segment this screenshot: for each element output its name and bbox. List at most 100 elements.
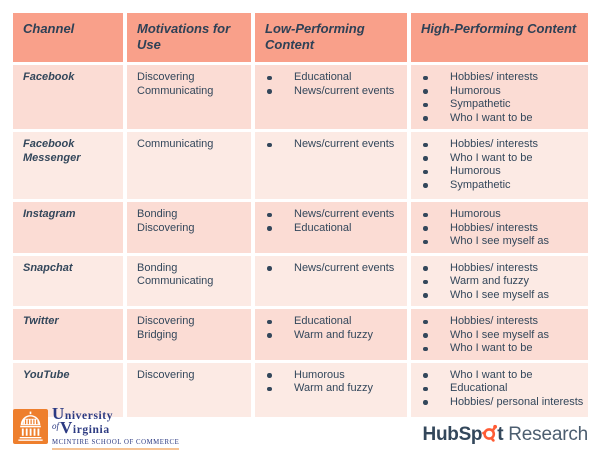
bullet-item: Who I want to be [421, 342, 584, 356]
channel-cell: Instagram [13, 202, 123, 253]
channel-cell: Facebook Messenger [13, 132, 123, 199]
bullet-text: News/current events [294, 84, 395, 97]
table-row: Facebook Discovering Communicating Educat… [13, 65, 588, 129]
low-performing-cell: News/current events [255, 132, 407, 199]
bullet-item: Hobbies/ interests [421, 71, 584, 85]
bullet-item: News/current events [265, 208, 403, 222]
motivations-cell: Discovering [127, 362, 251, 417]
bullet-text: News/current events [294, 208, 395, 220]
table-body: Facebook Discovering Communicating Educat… [13, 65, 588, 417]
uva-of-text: of [52, 421, 60, 431]
bullet-item: Hobbies/ interests [421, 222, 584, 236]
bullet-text: Who I want to be [450, 151, 533, 164]
bullet-dot-icon [423, 75, 428, 80]
bullet-dot-icon [267, 212, 272, 217]
bullet-dot-icon [423, 102, 428, 107]
hubspot-wordmark-left: HubSp [422, 423, 483, 445]
bullet-text: Humorous [450, 84, 501, 97]
bullet-dot-icon [423, 293, 428, 298]
table-row: Twitter Discovering Bridging Educational W… [13, 309, 588, 360]
channel-cell: Snapchat [13, 255, 123, 306]
motivation-line: Discovering [137, 368, 195, 381]
bullet-dot-icon [423, 400, 428, 405]
channel-cell: Twitter [13, 309, 123, 360]
bullet-item: Hobbies/ interests [421, 138, 584, 152]
bullet-dot-icon [423, 212, 428, 217]
header-low-performing: Low-Performing Content [255, 13, 407, 62]
bullet-dot-icon [267, 386, 272, 391]
bullet-text: Hobbies/ interests [450, 261, 539, 274]
bullet-item: Sympathetic [421, 179, 584, 193]
bullet-text: Who I want to be [450, 368, 533, 381]
table-row: Snapchat Bonding Communicating News/curre… [13, 255, 588, 306]
motivation-line: Communicating [137, 138, 214, 150]
bullet-text: News/current events [294, 138, 395, 150]
bullet-item: Who I want to be [421, 152, 584, 166]
uva-rotunda-icon [13, 409, 48, 444]
bullet-dot-icon [423, 183, 428, 188]
uva-university-text: University [52, 404, 114, 423]
bullet-item: Who I see myself as [421, 329, 584, 343]
bullet-dot-icon [267, 89, 272, 94]
bullet-text: Hobbies/ interests [450, 315, 539, 327]
bullet-dot-icon [423, 266, 428, 271]
bullet-item: Humorous [421, 85, 584, 99]
bullet-item: Educational [265, 315, 403, 329]
bullet-dot-icon [267, 142, 272, 147]
bullet-text: Warm and fuzzy [294, 382, 374, 394]
bullet-item: Warm and fuzzy [265, 382, 403, 396]
motivations-cell: Discovering Bridging [127, 309, 251, 360]
low-performing-cell: Humorous Warm and fuzzy [255, 362, 407, 417]
high-performing-cell: Hobbies/ interests Who I see myself as Who… [411, 309, 588, 360]
bullet-text: News/current events [294, 261, 395, 274]
high-performing-cell: Who I want to be Educational Hobbies/ pers… [411, 362, 588, 417]
uva-logo: University of Virginia McIntire School o… [13, 404, 180, 450]
bullet-text: Humorous [450, 208, 501, 220]
bullet-dot-icon [267, 319, 272, 324]
header-channel: Channel [13, 13, 123, 62]
motivation-line: Discovering [137, 315, 195, 327]
bullet-dot-icon [267, 266, 272, 271]
bullet-dot-icon [267, 75, 272, 80]
bullet-item: Who I want to be [421, 112, 584, 126]
bullet-text: Hobbies/ personal interests [450, 395, 584, 408]
bullet-text: Warm and fuzzy [450, 275, 530, 287]
low-performing-cell: Educational Warm and fuzzy [255, 309, 407, 360]
motivations-cell: Communicating [127, 132, 251, 199]
header-high-performing: High-Performing Content [411, 13, 588, 62]
bullet-dot-icon [423, 239, 428, 244]
low-performing-cell: News/current events [255, 255, 407, 306]
motivation-line: Discovering [137, 221, 195, 234]
footer: University of Virginia McIntire School o… [13, 404, 588, 454]
bullet-text: Hobbies/ interests [450, 138, 539, 150]
high-performing-cell: Hobbies/ interests Humorous Sympathetic Who… [411, 65, 588, 129]
hubspot-research-text: Research [508, 423, 588, 445]
bullet-dot-icon [423, 226, 428, 231]
bullet-item: Humorous [265, 369, 403, 383]
bullet-item: Warm and fuzzy [421, 275, 584, 289]
bullet-text: Hobbies/ interests [450, 71, 539, 83]
bullet-item: Educational [265, 222, 403, 236]
bullet-dot-icon [423, 116, 428, 121]
bullet-dot-icon [423, 142, 428, 147]
bullet-item: Who I see myself as [421, 235, 584, 249]
bullet-item: Who I want to be [421, 369, 584, 383]
bullet-item: News/current events [265, 138, 403, 152]
table-row: YouTube Discovering Humorous Warm and fuz… [13, 362, 588, 417]
bullet-item: Who I see myself as [421, 289, 584, 303]
channel-cell: YouTube [13, 362, 123, 417]
header-motivations: Motivations for Use [127, 13, 251, 62]
bullet-text: Educational [294, 221, 352, 234]
bullet-item: Educational [421, 382, 584, 396]
bullet-text: Educational [294, 315, 352, 327]
high-performing-cell: Hobbies/ interests Warm and fuzzy Who I se… [411, 255, 588, 306]
high-performing-cell: Hobbies/ interests Who I want to be Humoro… [411, 132, 588, 199]
bullet-dot-icon [267, 373, 272, 378]
bullet-dot-icon [423, 279, 428, 284]
motivation-line: Communicating [137, 275, 214, 287]
bullet-dot-icon [423, 333, 428, 338]
bullet-text: Educational [294, 71, 352, 83]
bullet-text: Who I see myself as [450, 235, 550, 247]
motivation-line: Bonding [137, 208, 178, 220]
bullet-text: Humorous [450, 165, 501, 177]
